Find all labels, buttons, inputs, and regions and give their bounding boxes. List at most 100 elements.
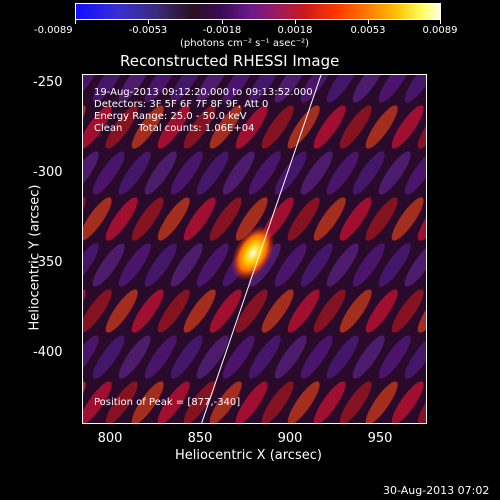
fringe-mark (426, 148, 427, 199)
fringe-mark (261, 381, 294, 423)
fringe-mark (235, 197, 268, 241)
fringe-mark (326, 75, 359, 103)
fringe-mark (426, 75, 427, 106)
fringe-mark (196, 243, 229, 287)
fringe-mark (131, 381, 164, 423)
energy-range-label: Energy Range: 25.0 - 50.0 keV (94, 111, 247, 122)
fringe-mark (183, 289, 216, 333)
fringe-mark (209, 381, 242, 423)
fringe-mark (391, 105, 424, 149)
fringe-mark (365, 381, 398, 423)
fringe-mark (235, 105, 268, 149)
fringe-mark (170, 335, 203, 379)
fringe-mark (300, 75, 333, 103)
fringe-mark (157, 197, 190, 241)
fringe-mark (92, 335, 125, 379)
fringe-mark (339, 197, 372, 241)
fringe-mark (222, 75, 255, 103)
fringe-mark (274, 75, 307, 103)
colorbar-tick-label: -0.0089 (34, 25, 73, 36)
fringe-mark (300, 151, 333, 195)
colorbar (75, 3, 441, 20)
fringe-mark (365, 289, 398, 333)
fringe-mark (352, 335, 385, 379)
plot-timestamp: 30-Aug-2013 07:02 (383, 484, 490, 497)
fringe-mark (378, 151, 411, 195)
fringe-mark (118, 243, 151, 287)
fringe-mark (105, 197, 138, 241)
fringe-mark (222, 151, 255, 195)
x-tick-label: 900 (277, 431, 303, 446)
colorbar-tick-mark (295, 19, 296, 24)
fringe-mark (365, 197, 398, 241)
fringe-mark (261, 289, 294, 333)
fringe-mark (248, 335, 281, 379)
fringe-mark (274, 243, 307, 287)
fringe-mark (426, 240, 427, 291)
fringe-mark (92, 243, 125, 287)
fringe-mark (378, 243, 411, 287)
fringe-mark (404, 243, 426, 287)
fringe-mark (131, 105, 164, 149)
fringe-mark (248, 151, 281, 195)
fringe-mark (287, 289, 320, 333)
fringe-mark (131, 289, 164, 333)
rhessi-image-panel: 19-Aug-2013 09:12:20.000 to 09:13:52.000… (82, 74, 427, 424)
fringe-mark (404, 75, 426, 103)
fringe-mark (144, 151, 177, 195)
fringe-mark (131, 197, 164, 241)
fringe-mark (378, 335, 411, 379)
fringe-mark (313, 105, 346, 149)
fringe-mark (300, 335, 333, 379)
fringe-mark (417, 381, 426, 423)
fringe-mark (196, 335, 229, 379)
fringe-mark (118, 75, 151, 103)
colorbar-tick-label: -0.0053 (128, 25, 168, 36)
fringe-mark (183, 381, 216, 423)
fringe-mark (83, 381, 112, 423)
x-axis-label: Heliocentric X (arcsec) (175, 448, 322, 463)
fringe-mark (274, 335, 307, 379)
fringe-mark (248, 75, 281, 103)
fringe-mark (326, 151, 359, 195)
fringe-mark (118, 335, 151, 379)
fringe-mark (391, 289, 424, 333)
fringe-mark (183, 105, 216, 149)
image-title: Reconstructed RHESSI Image (120, 52, 340, 70)
colorbar-tick-mark (440, 19, 441, 24)
colorbar-tick-label: 0.0018 (277, 25, 313, 36)
fringe-mark (326, 335, 359, 379)
colorbar-tick-mark (148, 19, 149, 24)
fringe-mark (339, 289, 372, 333)
colorbar-tick-label: 0.0089 (422, 25, 458, 36)
fringe-mark (326, 243, 359, 287)
fringe-mark (157, 289, 190, 333)
fringe-mark (83, 289, 112, 333)
fringe-mark (274, 151, 307, 195)
fringe-mark (83, 243, 99, 287)
flare-source (231, 225, 275, 281)
fringe-mark (313, 381, 346, 423)
fringe-mark (144, 243, 177, 287)
fringe-mark (170, 243, 203, 287)
y-axis-label: Heliocentric Y (arcsec) (27, 184, 43, 331)
fringe-mark (287, 197, 320, 241)
fringe-mark (417, 197, 426, 241)
fringe-mark (83, 197, 112, 241)
solar-limb-line (201, 75, 322, 423)
fringe-mark (339, 381, 372, 423)
fringe-mark (83, 151, 99, 195)
fringe-mark (222, 335, 255, 379)
fringe-mark (170, 151, 203, 195)
fringe-mark (209, 197, 242, 241)
fringe-mark (144, 335, 177, 379)
time-range-label: 19-Aug-2013 09:12:20.000 to 09:13:52.000 (94, 87, 313, 98)
fringe-mark (144, 75, 177, 103)
fringe-mark (105, 105, 138, 149)
fringe-mark (157, 381, 190, 423)
fringe-mark (417, 105, 426, 149)
fringe-mark (196, 75, 229, 103)
fringe-mark (378, 75, 411, 103)
fringe-mark (404, 151, 426, 195)
colorbar-tick-label: -0.0018 (202, 25, 242, 36)
